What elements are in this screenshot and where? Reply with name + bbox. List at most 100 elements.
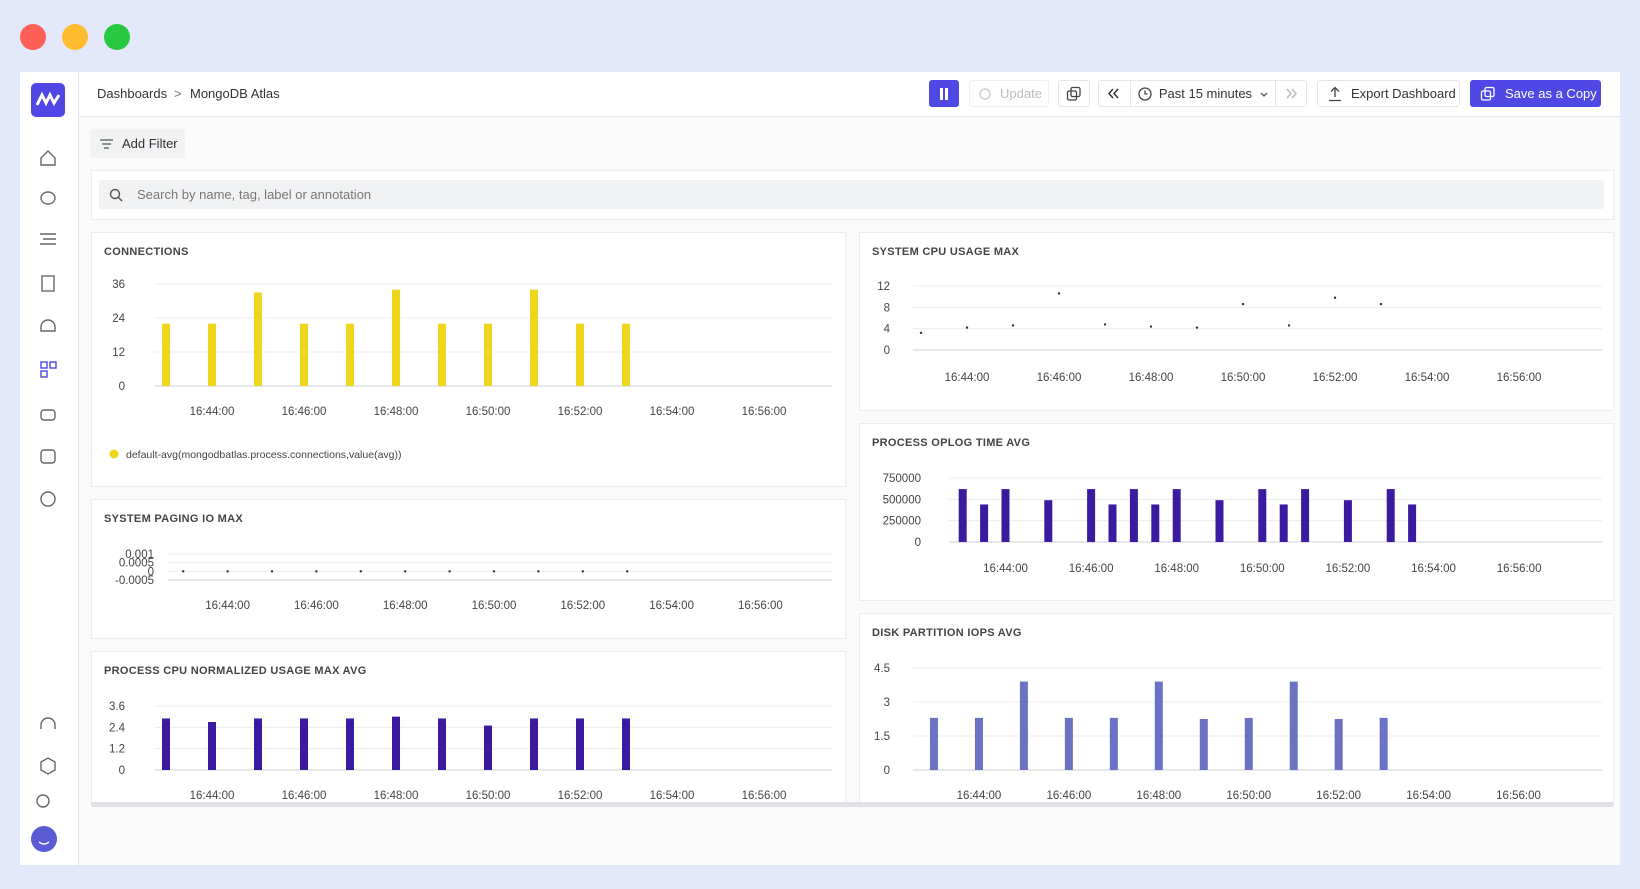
bar: [1044, 500, 1053, 542]
point: [315, 570, 318, 573]
x-tick-label: 16:52:00: [1326, 563, 1371, 575]
y-tick-label: 12: [877, 281, 890, 293]
x-tick-label: 16:56:00: [742, 406, 787, 418]
bar: [1289, 681, 1298, 770]
x-tick-label: 16:48:00: [374, 406, 419, 418]
breadcrumb-link[interactable]: Dashboards: [97, 86, 168, 101]
pause-button[interactable]: [929, 80, 959, 107]
maximize-dot[interactable]: [104, 24, 130, 50]
x-tick-label: 16:46:00: [282, 790, 327, 802]
bar: [1199, 719, 1208, 770]
bar: [530, 289, 538, 386]
x-tick-label: 16:52:00: [1313, 372, 1358, 384]
home-icon[interactable]: [40, 150, 56, 166]
y-tick-label: 3.6: [109, 701, 125, 713]
back-icon[interactable]: [1099, 81, 1130, 106]
bar: [1154, 681, 1163, 770]
y-tick-label: 0: [915, 537, 921, 549]
time-range-picker[interactable]: Past 15 minutes: [1129, 81, 1277, 106]
minimize-dot[interactable]: [62, 24, 88, 50]
point: [1379, 302, 1383, 306]
point: [182, 570, 185, 573]
bar: [162, 718, 170, 770]
bar: [392, 289, 400, 386]
y-tick-label: 8: [884, 302, 890, 314]
support-icon[interactable]: [40, 717, 56, 729]
bar: [622, 718, 630, 770]
forward-icon[interactable]: [1276, 81, 1306, 106]
point: [1287, 324, 1291, 327]
bar: [576, 718, 584, 770]
bar: [1301, 489, 1310, 542]
bar: [162, 323, 170, 386]
close-dot[interactable]: [20, 24, 46, 50]
bar: [1244, 717, 1253, 770]
x-tick-label: 16:44:00: [190, 406, 235, 418]
bar: [1064, 717, 1073, 770]
add-filter-button[interactable]: Add Filter: [90, 129, 185, 158]
bar: [254, 718, 262, 770]
bar: [1172, 489, 1181, 542]
bar: [1334, 719, 1343, 770]
bot-icon[interactable]: [40, 409, 56, 421]
chart-title: CONNECTIONS: [104, 246, 189, 258]
logs-icon[interactable]: [40, 233, 56, 245]
service-icon[interactable]: [40, 449, 56, 464]
sidebar: [20, 72, 79, 865]
settings-cog-icon[interactable]: [40, 491, 56, 507]
x-tick-label: 16:48:00: [1154, 563, 1199, 575]
bar: [392, 716, 400, 770]
point: [492, 570, 496, 573]
x-tick-label: 16:44:00: [957, 790, 1002, 802]
dash-icon[interactable]: [40, 361, 48, 369]
y-tick-label: 0: [884, 345, 890, 357]
x-tick-label: 16:50:00: [1226, 790, 1271, 802]
x-tick-label: 16:54:00: [1406, 790, 1451, 802]
y-tick-label: 1.5: [874, 731, 890, 743]
dash-icon-3: [40, 370, 48, 378]
save-copy-button[interactable]: Save as a Copy: [1470, 80, 1601, 107]
bar: [208, 722, 216, 770]
bar: [300, 718, 308, 770]
refresh-icon: [979, 87, 991, 100]
docs-icon[interactable]: [41, 275, 55, 292]
bar: [1279, 504, 1288, 542]
bar: [1151, 504, 1160, 542]
search-input[interactable]: Search by name, tag, label or annotation: [99, 180, 1604, 209]
bar: [974, 717, 983, 770]
point: [919, 331, 923, 335]
scrollbar[interactable]: [91, 802, 1614, 807]
bar: [1379, 717, 1388, 770]
x-tick-label: 16:56:00: [742, 790, 787, 802]
chart-panel: PROCESS OPLOG TIME AVG 0 250000 500000 75000…: [859, 423, 1614, 601]
integrations-icon[interactable]: [40, 757, 56, 775]
time-range-label: Past 15 minutes: [1158, 86, 1253, 101]
bar: [1129, 489, 1138, 542]
x-tick-label: 16:52:00: [558, 790, 603, 802]
bar: [1386, 489, 1395, 542]
pause-icon: [940, 87, 948, 100]
chart-title: SYSTEM CPU USAGE MAX: [872, 246, 1020, 258]
point: [448, 570, 451, 573]
point: [226, 570, 229, 573]
point: [626, 570, 629, 573]
x-tick-label: 16:52:00: [558, 406, 603, 418]
y-tick-label: 36: [112, 279, 125, 291]
avatar[interactable]: [31, 826, 57, 852]
infra-icon[interactable]: [40, 191, 56, 205]
time-range-group: Past 15 minutes: [1098, 80, 1307, 107]
x-tick-label: 16:52:00: [560, 600, 605, 612]
bar: [300, 323, 308, 386]
y-tick-label: 0: [884, 765, 890, 777]
bar: [1408, 504, 1417, 542]
bar: [1001, 489, 1010, 542]
point: [1011, 324, 1015, 327]
chart-title: PROCESS CPU NORMALIZED USAGE MAX AVG: [104, 665, 367, 677]
alerts-icon[interactable]: [40, 319, 56, 332]
copy-button[interactable]: [1058, 80, 1090, 107]
point: [1103, 323, 1107, 326]
update-button[interactable]: Update: [969, 80, 1049, 107]
chart: SYSTEM CPU USAGE MAX 0 4 8 12 16:44:00 16:46:0…: [872, 246, 1602, 384]
export-button[interactable]: Export Dashboard: [1317, 80, 1460, 107]
settings-icon[interactable]: [36, 794, 50, 808]
